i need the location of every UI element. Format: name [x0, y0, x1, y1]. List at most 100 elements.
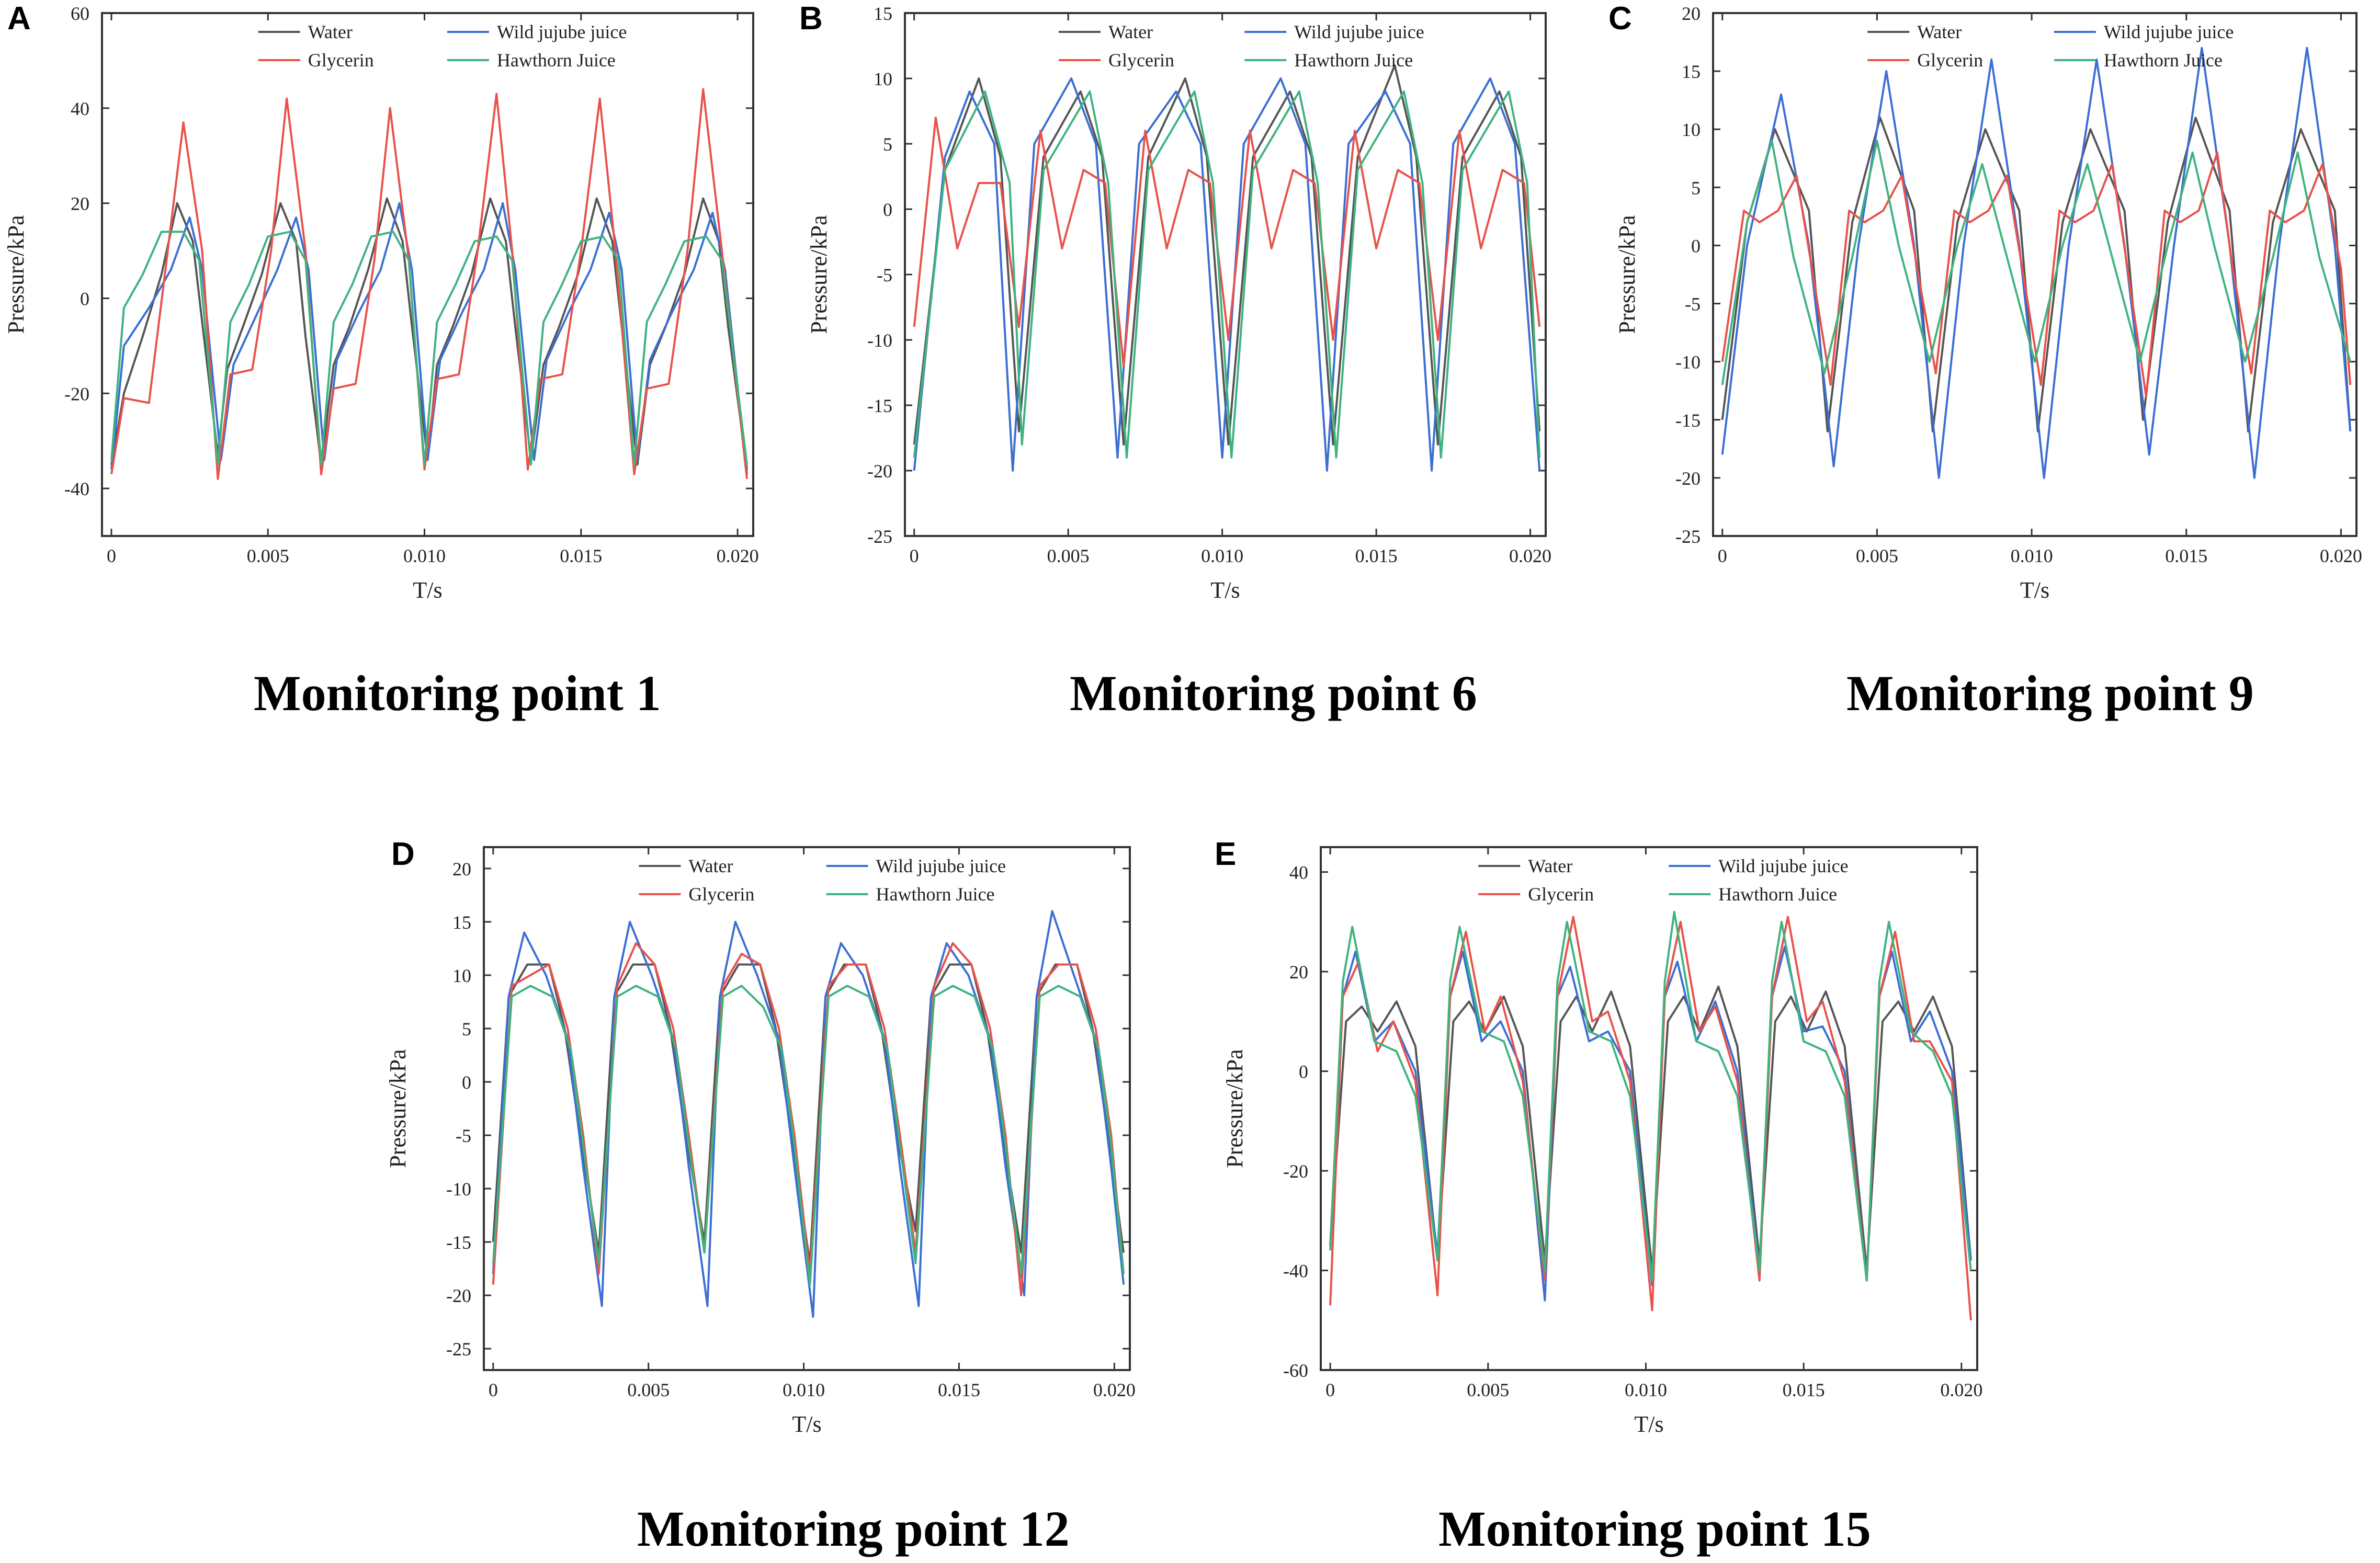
y-tick-label: -20	[64, 383, 89, 404]
legend-label: Glycerin	[308, 50, 374, 71]
series-line-hawthorn-juice	[913, 90, 1541, 459]
y-tick-label: 5	[883, 134, 892, 155]
x-axis-label: T/s	[1210, 577, 1240, 603]
panel-letter-c: C	[1608, 1, 1632, 37]
legend-label: Hawthorn Juice	[2104, 50, 2223, 71]
series-line-hawthorn-juice	[492, 985, 1125, 1286]
y-tick-label: -60	[1283, 1360, 1308, 1381]
y-tick-label: -10	[867, 330, 892, 351]
y-axis-label: Pressure/kPa	[1222, 1049, 1248, 1168]
series-line-water	[913, 64, 1541, 446]
x-axis-label: T/s	[413, 577, 442, 603]
y-tick-label: 5	[1691, 177, 1701, 198]
series-line-water	[492, 963, 1125, 1264]
x-tick-label: 0.020	[1940, 1379, 1982, 1400]
y-tick-label: -25	[446, 1339, 471, 1360]
y-tick-label: -20	[446, 1285, 471, 1306]
y-tick-label: -15	[1675, 410, 1701, 431]
y-tick-label: 0	[883, 199, 892, 220]
chart-monitoring-point-12: 0 0.005 0.010 0.015 0.020 -25 -20 -15 -10 -5 0 5 10 1…	[385, 846, 1136, 1437]
x-tick-label: 0.015	[1783, 1379, 1825, 1400]
series-line-water	[1721, 117, 2352, 432]
y-tick-label: -40	[1283, 1261, 1308, 1282]
panel-letter-e: E	[1215, 836, 1237, 872]
x-tick-label: 0.020	[2320, 545, 2362, 566]
series-line-glycerin	[110, 88, 748, 480]
x-axis-label: T/s	[1634, 1411, 1663, 1437]
x-tick-label: 0.020	[1093, 1379, 1136, 1400]
y-tick-label: -10	[1675, 352, 1701, 373]
y-axis-label: Pressure/kPa	[3, 215, 29, 334]
series-line-glycerin	[1721, 151, 2352, 398]
y-tick-label: -10	[446, 1179, 471, 1200]
y-tick-label: 0	[1691, 235, 1701, 256]
x-tick-label: 0.020	[1509, 545, 1551, 566]
x-tick-label: 0.010	[1201, 545, 1243, 566]
x-tick-label: 0.015	[560, 545, 602, 566]
x-axis-label: T/s	[792, 1411, 821, 1437]
y-tick-label: -25	[1675, 526, 1701, 547]
legend-label: Wild jujube juice	[497, 21, 627, 42]
y-tick-label: -20	[867, 461, 892, 482]
x-tick-label: 0.020	[717, 545, 759, 566]
x-tick-label: 0	[1325, 1379, 1335, 1400]
x-tick-label: 0	[489, 1379, 498, 1400]
panel-letter-d: D	[391, 836, 415, 872]
x-axis-label: T/s	[2020, 577, 2049, 603]
series-line-wild-jujube-juice	[913, 77, 1541, 472]
legend-label: Water	[688, 855, 733, 876]
caption-monitoring-point-6: Monitoring point 6	[1070, 665, 1477, 721]
y-tick-label: -15	[867, 395, 892, 416]
legend-label: Hawthorn Juice	[876, 884, 995, 905]
legend-label: Hawthorn Juice	[1718, 884, 1837, 905]
y-tick-label: 0	[80, 288, 89, 309]
y-tick-label: -40	[64, 478, 89, 499]
x-tick-label: 0.015	[938, 1379, 980, 1400]
y-tick-label: 0	[462, 1072, 471, 1093]
y-tick-label: 40	[1289, 862, 1308, 883]
x-tick-label: 0.005	[247, 545, 289, 566]
plot-frame	[483, 846, 1131, 1371]
series-line-hawthorn-juice	[1329, 910, 1972, 1282]
x-tick-label: 0	[1718, 545, 1727, 566]
chart-monitoring-point-1: 0 0.005 0.010 0.015 0.020 -40 -20 0 20 40 60 T/s Pre…	[3, 3, 759, 603]
legend-label: Glycerin	[1528, 884, 1594, 905]
y-tick-label: 20	[452, 859, 471, 880]
y-tick-label: 40	[71, 98, 89, 119]
legend-label: Water	[308, 21, 353, 42]
chart-monitoring-point-6: 0 0.005 0.010 0.015 0.020 -25 -20 -15 -10 -5 0 5 10 1…	[806, 3, 1551, 603]
legend-label: Glycerin	[1108, 50, 1174, 71]
y-tick-label: -20	[1675, 468, 1701, 489]
x-tick-label: 0.010	[2011, 545, 2053, 566]
x-tick-label: 0.005	[1467, 1379, 1509, 1400]
y-tick-label: -5	[877, 265, 892, 286]
caption-monitoring-point-1: Monitoring point 1	[254, 665, 661, 721]
series-line-glycerin	[913, 117, 1541, 367]
x-tick-label: 0.005	[1856, 545, 1898, 566]
legend-label: Water	[1108, 21, 1153, 42]
legend-label: Glycerin	[1917, 50, 1983, 71]
series-line-wild-jujube-juice	[1721, 47, 2352, 479]
x-tick-label: 0	[910, 545, 919, 566]
legend-label: Wild jujube juice	[1294, 21, 1424, 42]
series-line-wild-jujube-juice	[492, 910, 1125, 1318]
y-axis-label: Pressure/kPa	[385, 1049, 411, 1168]
legend-label: Glycerin	[688, 884, 754, 905]
panel-letter-b: B	[799, 1, 823, 37]
caption-monitoring-point-9: Monitoring point 9	[1846, 665, 2254, 721]
y-tick-label: 15	[874, 3, 892, 24]
chart-monitoring-point-9: 0 0.005 0.010 0.015 0.020 -25 -20 -15 -10 -5 0 5 10 1…	[1614, 3, 2362, 603]
y-tick-label: -5	[1685, 294, 1701, 315]
x-tick-label: 0.010	[783, 1379, 825, 1400]
x-tick-label: 0.005	[1047, 545, 1090, 566]
y-tick-label: 20	[1682, 3, 1701, 24]
x-tick-label: 0.010	[403, 545, 446, 566]
legend-label: Hawthorn Juice	[497, 50, 616, 71]
y-tick-label: 15	[1682, 61, 1701, 82]
legend-label: Wild jujube juice	[2104, 21, 2234, 42]
y-tick-label: 10	[1682, 119, 1701, 140]
y-axis-label: Pressure/kPa	[1614, 215, 1640, 334]
series-line-water	[1329, 985, 1972, 1272]
y-tick-label: 5	[462, 1019, 471, 1040]
y-tick-label: 15	[452, 912, 471, 933]
